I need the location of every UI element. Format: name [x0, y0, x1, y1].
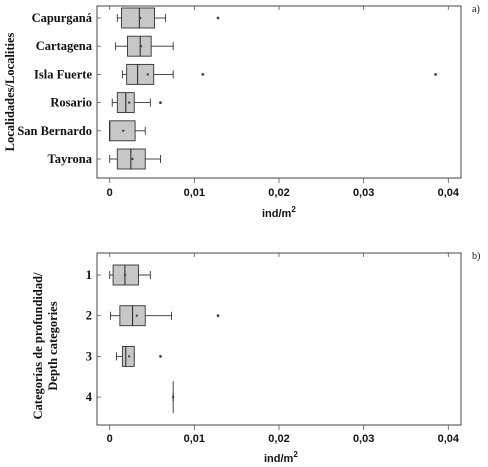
- panel-b-mean-point: [123, 273, 127, 277]
- panel-a-y-axis-title: Localidades/Localities: [3, 32, 17, 151]
- panel-b: b) Categorías de profundidad/Depth categ…: [31, 251, 480, 465]
- panel-a-box: [126, 63, 155, 85]
- panel-a-plot-frame: [96, 5, 462, 179]
- panel-a-box: [127, 35, 152, 57]
- panel-b-x-tick-label: 0,04: [438, 433, 460, 445]
- panel-a: a) Localidades/Localities 0 0,01 0,02 0,03 0…: [3, 4, 480, 220]
- panel-b-outlier-point: [159, 355, 162, 358]
- panel-a-mean-point: [131, 157, 134, 161]
- panel-b-label: b): [472, 251, 480, 262]
- panel-b-category-label: 2: [86, 309, 92, 323]
- panel-a-x-tick-label: 0,04: [438, 187, 460, 199]
- panel-b-x-tick-label: 0,03: [353, 433, 374, 445]
- panel-a-box: [121, 7, 156, 29]
- panel-a-category-label: Isla Fuerte: [34, 67, 92, 81]
- panel-b-category-label: 1: [86, 268, 92, 282]
- panel-a-category-label: Tayrona: [48, 152, 93, 166]
- panel-b-category-label: 3: [86, 349, 92, 363]
- panel-b-x-tick-label: 0: [107, 433, 113, 445]
- panel-b-x-axis-title: ind/m2: [264, 450, 298, 465]
- panel-a-mean-point: [138, 16, 142, 20]
- panel-b-x-axis-title-text: ind/m: [264, 453, 294, 465]
- panel-a-x-axis-title: ind/m2: [262, 205, 296, 220]
- panel-a-mean-point: [127, 101, 131, 104]
- panel-b-x-tick-label: 0,01: [184, 433, 205, 445]
- panel-a-outlier-point: [201, 73, 205, 76]
- panel-b-x-axis-title-sup: 2: [293, 450, 298, 459]
- panel-a-mean-point: [122, 129, 125, 132]
- panel-b-outlier-point: [216, 314, 220, 318]
- panel-a-outlier-point: [216, 16, 220, 20]
- panel-a-label: a): [472, 4, 480, 15]
- panel-a-category-label: Capurganá: [32, 11, 93, 25]
- panel-b-category-label: 4: [86, 390, 93, 404]
- panel-a-mean-point: [139, 45, 143, 48]
- panel-a-category-label: San Bernardo: [17, 124, 92, 138]
- panel-b-mean-point: [171, 395, 175, 399]
- panel-b-y-axis-title: Categorías de profundidad/Depth categori…: [31, 272, 60, 420]
- panel-a-category-label: Cartagena: [36, 39, 93, 53]
- panel-a-x-tick-label: 0: [107, 187, 113, 199]
- panel-a-x-tick-label: 0,01: [184, 187, 205, 199]
- panel-a-x-axis-title-text: ind/m: [262, 208, 292, 220]
- panel-a-category-label: Rosario: [50, 96, 92, 110]
- panel-b-plot-frame: [96, 252, 462, 426]
- panel-b-x-tick-label: 0,02: [268, 433, 289, 445]
- panel-a-x-tick-label: 0,02: [268, 187, 289, 199]
- panel-a-outlier-point: [434, 73, 438, 76]
- panel-a-outlier-point: [159, 101, 162, 104]
- panel-a-x-tick-label: 0,03: [353, 187, 374, 199]
- panel-b-mean-point: [135, 314, 138, 317]
- panel-a-mean-point: [146, 73, 149, 76]
- panel-a-x-axis-title-sup: 2: [291, 205, 296, 214]
- panel-b-y-axis-title-line1: Categorías de profundidad/: [31, 272, 45, 420]
- panel-b-y-axis-title-line2: Depth categories: [46, 301, 60, 390]
- panel-b-mean-point: [127, 355, 131, 358]
